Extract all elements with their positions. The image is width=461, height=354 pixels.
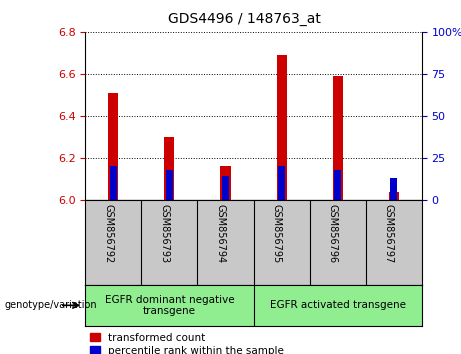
Bar [110,166,117,200]
Bar [220,166,230,200]
Text: EGFR dominant negative
transgene: EGFR dominant negative transgene [105,295,234,316]
Text: GDS4496 / 148763_at: GDS4496 / 148763_at [168,12,321,27]
Bar [278,166,285,200]
Text: GSM856794: GSM856794 [215,204,225,263]
Text: GSM856796: GSM856796 [328,204,337,263]
Text: GSM856793: GSM856793 [160,204,170,263]
Bar [165,137,174,200]
Text: EGFR activated transgene: EGFR activated transgene [270,300,406,310]
Legend: transformed count, percentile rank within the sample: transformed count, percentile rank withi… [90,333,284,354]
Bar [222,177,229,200]
Text: GSM856797: GSM856797 [384,204,394,263]
Text: GSM856792: GSM856792 [103,204,113,263]
Bar [390,178,397,200]
Bar [333,76,343,200]
Bar [389,192,399,200]
Text: GSM856795: GSM856795 [272,204,282,263]
Text: genotype/variation: genotype/variation [5,300,97,310]
Bar [108,93,118,200]
Bar [277,55,287,200]
Bar [334,170,341,200]
Bar [166,170,173,200]
